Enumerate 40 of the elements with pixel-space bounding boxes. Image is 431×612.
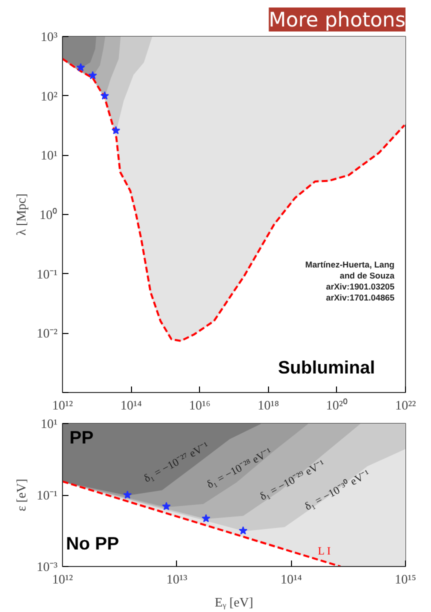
annotation: arXiv:1901.03205 — [326, 282, 395, 292]
x-tick-label: 10¹⁴ — [120, 398, 142, 412]
annotation: L I — [318, 546, 331, 558]
point — [238, 526, 248, 534]
point — [100, 91, 110, 100]
y-tick-label: 10⁻³ — [36, 559, 58, 574]
y-axis-title: λ [Mpc] — [14, 193, 29, 236]
y-tick-label: 10³ — [40, 29, 58, 44]
x-tick-label: 10¹² — [52, 572, 73, 586]
x-tick-label: 10¹⁵ — [394, 572, 416, 586]
x-axis-title: Eᵧ [eV] — [214, 594, 254, 610]
x-tick-label: 10²² — [395, 398, 416, 412]
point — [112, 126, 120, 134]
y-tick-label: 10² — [40, 88, 58, 104]
point — [162, 502, 171, 510]
x-tick-label: 10¹³ — [166, 572, 188, 586]
annotation: arXiv:1701.04865 — [326, 292, 395, 302]
y-tick-label: 10¹ — [40, 148, 58, 163]
y-tick-label: 10⁰ — [40, 207, 58, 222]
x-tick-label: 10²⁰ — [326, 398, 348, 412]
y-axis-title: ε [eV] — [14, 478, 29, 512]
chart-title: More photons — [268, 8, 406, 32]
x-tick-label: 10¹⁴ — [280, 572, 302, 586]
x-tick-label: 10¹² — [52, 398, 73, 412]
annotation: No PP — [66, 534, 120, 554]
annotation: Subluminal — [278, 358, 376, 378]
y-tick-label: 10⁻¹ — [36, 488, 58, 502]
y-tick-label: 10⁻² — [36, 326, 58, 341]
x-tick-label: 10¹⁶ — [188, 398, 210, 412]
annotation: PP — [69, 428, 94, 448]
annotation: Martínez-Huerta, Lang — [305, 260, 395, 270]
y-tick-label: 10¹ — [40, 416, 58, 431]
point — [202, 514, 210, 522]
point — [88, 71, 98, 80]
y-tick-label: 10⁻¹ — [36, 266, 58, 282]
annotation: and de Souza — [340, 270, 395, 280]
point — [76, 63, 86, 72]
point — [123, 490, 132, 499]
x-tick-label: 10¹⁸ — [258, 398, 280, 412]
annotation: δ₁ = −10⁻²⁸ eV⁻¹ — [205, 446, 274, 492]
